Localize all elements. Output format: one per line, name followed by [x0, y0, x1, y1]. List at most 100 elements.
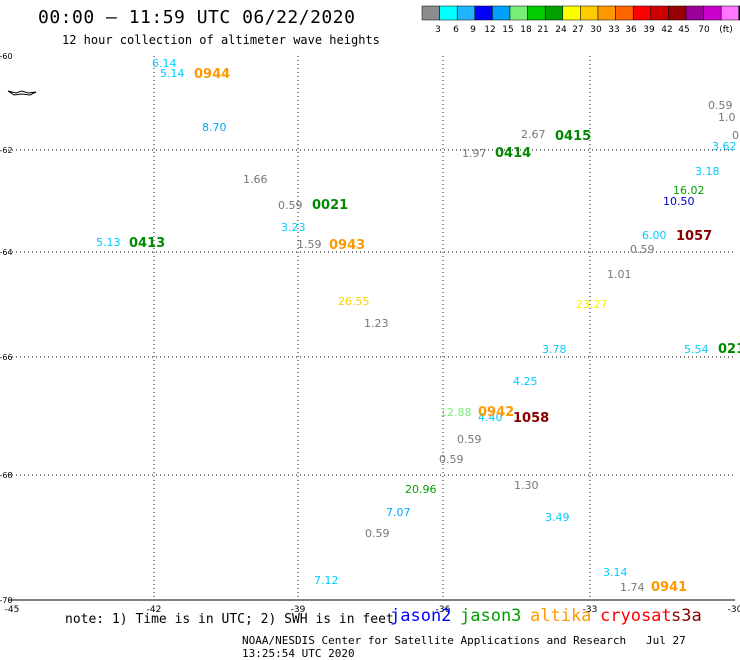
credit-text: NOAA/NESDIS Center for Satellite Applica…: [242, 634, 627, 647]
wave-height-label: 12.88: [440, 406, 472, 419]
latitude-tick-label: -66: [0, 353, 13, 362]
wave-height-label: 5.13: [96, 236, 121, 249]
pass-time-label: 0414: [495, 146, 531, 161]
longitude-tick-label: -42: [147, 605, 162, 615]
pass-time-label: 1057: [676, 229, 712, 244]
wave-height-label: 3.49: [545, 511, 570, 524]
legend-label: 33: [608, 25, 619, 35]
legend-label: 3: [435, 25, 441, 35]
color-legend: 3 6 9 12 15 18 21 24 27 30 33 36 39 42 45 70 (ft): [421, 5, 740, 35]
land-outline: [7, 90, 37, 96]
legend-swatch: [650, 5, 669, 21]
latitude-tick-label: -62: [0, 146, 13, 155]
satellite-jason2: jason2: [390, 606, 452, 626]
wave-height-label: 3.23: [281, 221, 306, 234]
legend-swatch: [492, 5, 511, 21]
wave-height-label: 0.59: [278, 199, 303, 212]
wave-height-label: 23.27: [576, 298, 608, 311]
legend-label: 42: [661, 25, 672, 35]
legend-label: 15: [502, 25, 513, 35]
longitude-tick-label: -36: [436, 605, 451, 615]
legend-swatch: [474, 5, 493, 21]
longitude-tick-label: -39: [291, 605, 306, 615]
footer-note: note: 1) Time is in UTC; 2) SWH is in fe…: [65, 612, 394, 627]
longitude-tick-label: -45: [5, 605, 20, 615]
wave-height-label: 20.96: [405, 483, 437, 496]
pass-time-label: 0415: [555, 129, 591, 144]
pass-time-label: 021: [718, 342, 740, 357]
satellite-s3a: s3a: [671, 606, 702, 626]
legend-swatch: [632, 5, 652, 21]
wave-height-label: 5.54: [684, 343, 709, 356]
legend-label: 27: [572, 25, 583, 35]
wave-height-label: 0.59: [630, 243, 655, 256]
wave-height-label: 1.97: [462, 147, 487, 160]
page-title: 00:00 – 11:59 UTC 06/22/2020: [38, 7, 356, 28]
latitude-tick-label: -68: [0, 471, 13, 480]
legend-swatch: [597, 5, 616, 21]
legend-swatch: [738, 5, 740, 21]
pass-time-label: 1058: [513, 411, 549, 426]
legend-swatch: [703, 5, 722, 21]
longitude-tick-label: -30: [728, 605, 740, 615]
wave-height-label: 26.55: [338, 295, 370, 308]
legend-label: 70: [698, 25, 710, 35]
legend-swatch: [509, 5, 528, 21]
pass-time-label: 0944: [194, 67, 230, 82]
legend-swatch: [439, 5, 458, 21]
pass-time-label: 0413: [129, 236, 165, 251]
wave-height-label: 8.70: [202, 121, 227, 134]
legend-swatch: [685, 5, 704, 21]
legend-unit: (ft): [719, 25, 733, 35]
wave-height-label: 3.14: [603, 566, 628, 579]
wave-height-label: 6.00: [642, 229, 667, 242]
wave-height-label: 1.66: [243, 173, 268, 186]
legend-swatch: [562, 5, 581, 21]
legend-swatch: [720, 5, 740, 21]
longitude-tick-label: -33: [583, 605, 598, 615]
legend-swatch: [580, 5, 599, 21]
latitude-tick-label: -70: [0, 596, 13, 605]
credit-line: NOAA/NESDIS Center for Satellite Applica…: [242, 634, 740, 660]
wave-height-label: 4.25: [513, 375, 538, 388]
page-subtitle: 12 hour collection of altimeter wave hei…: [62, 33, 380, 47]
satellite-altika: altika: [530, 606, 592, 626]
wave-height-label: 4.40: [478, 411, 503, 424]
legend-label: 6: [453, 25, 459, 35]
wave-height-label: 3.18: [695, 165, 720, 178]
legend-label: 9: [470, 25, 476, 35]
wave-height-label: 1.01: [607, 268, 632, 281]
legend-label: 21: [537, 25, 548, 35]
wave-height-label: 10.50: [663, 195, 695, 208]
wave-height-label: 7.07: [386, 506, 411, 519]
legend-swatch: [615, 5, 634, 21]
wave-height-label: 0: [732, 129, 739, 142]
latitude-tick-label: -64: [0, 248, 13, 257]
legend-label: 39: [643, 25, 655, 35]
pass-time-label: 0942: [478, 405, 514, 420]
wave-height-label: 0.59: [708, 99, 733, 112]
wave-height-label: 1.23: [364, 317, 389, 330]
wave-height-label: 16.02: [673, 184, 705, 197]
wave-height-label: 1.74: [620, 581, 645, 594]
satellite-cryosat: cryosat: [600, 606, 672, 626]
wave-height-label: 7.12: [314, 574, 339, 587]
wave-height-label: 1.30: [514, 479, 539, 492]
latitude-tick-label: -60: [0, 52, 13, 61]
legend-label: 36: [625, 25, 637, 35]
legend-label: 18: [520, 25, 532, 35]
wave-height-label: 1.59: [297, 238, 322, 251]
legend-label: 30: [590, 25, 602, 35]
island-outline: [7, 90, 37, 96]
wave-height-label: 5.14: [160, 67, 185, 80]
wave-height-label: 0.59: [457, 433, 482, 446]
wave-height-label: 1.0: [718, 111, 736, 124]
wave-height-label: 3.62: [712, 140, 737, 153]
pass-time-label: 0941: [651, 580, 687, 595]
legend-swatch: [544, 5, 564, 21]
map-labels: 6.145.14 8.70 1.66 0.59 3.23 1.59 5.13 26.55 1.2…: [96, 57, 740, 595]
legend-label: 45: [678, 25, 689, 35]
legend-label: 12: [484, 25, 495, 35]
wave-height-label: 0.59: [365, 527, 390, 540]
wave-height-label: 3.78: [542, 343, 567, 356]
